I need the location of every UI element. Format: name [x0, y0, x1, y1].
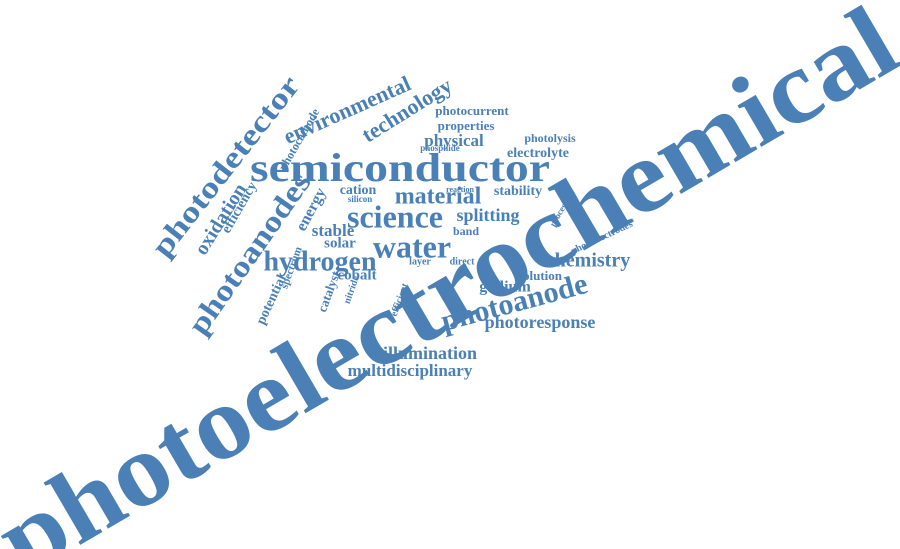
word: reaction: [446, 185, 474, 194]
word: splitting: [456, 205, 519, 225]
word: cobalt: [337, 267, 376, 283]
word: layer: [409, 256, 431, 267]
word: multidisciplinary: [348, 361, 473, 380]
word: stability: [494, 184, 542, 199]
word: semiconductor: [250, 145, 550, 190]
word: phosphide: [420, 143, 460, 153]
word: stable: [312, 221, 355, 240]
word: photoresponse: [485, 312, 596, 332]
word: solution: [518, 268, 563, 283]
word: science: [347, 198, 443, 234]
word: gallium: [479, 279, 531, 296]
word: hydrogen: [263, 246, 376, 277]
word: electrolyte: [507, 146, 569, 161]
word: band: [453, 224, 479, 238]
word: properties: [438, 118, 495, 133]
word: material: [395, 184, 482, 210]
word: solar: [324, 235, 356, 251]
word: water: [373, 228, 451, 264]
word: silicon: [348, 194, 373, 204]
word: cation: [340, 183, 377, 198]
word: direct: [450, 256, 475, 267]
word: illumination: [383, 343, 477, 363]
word: photocurrent: [435, 103, 509, 118]
word: physical: [424, 131, 484, 150]
word: photolysis: [524, 131, 576, 145]
word: chemistry: [546, 250, 630, 272]
